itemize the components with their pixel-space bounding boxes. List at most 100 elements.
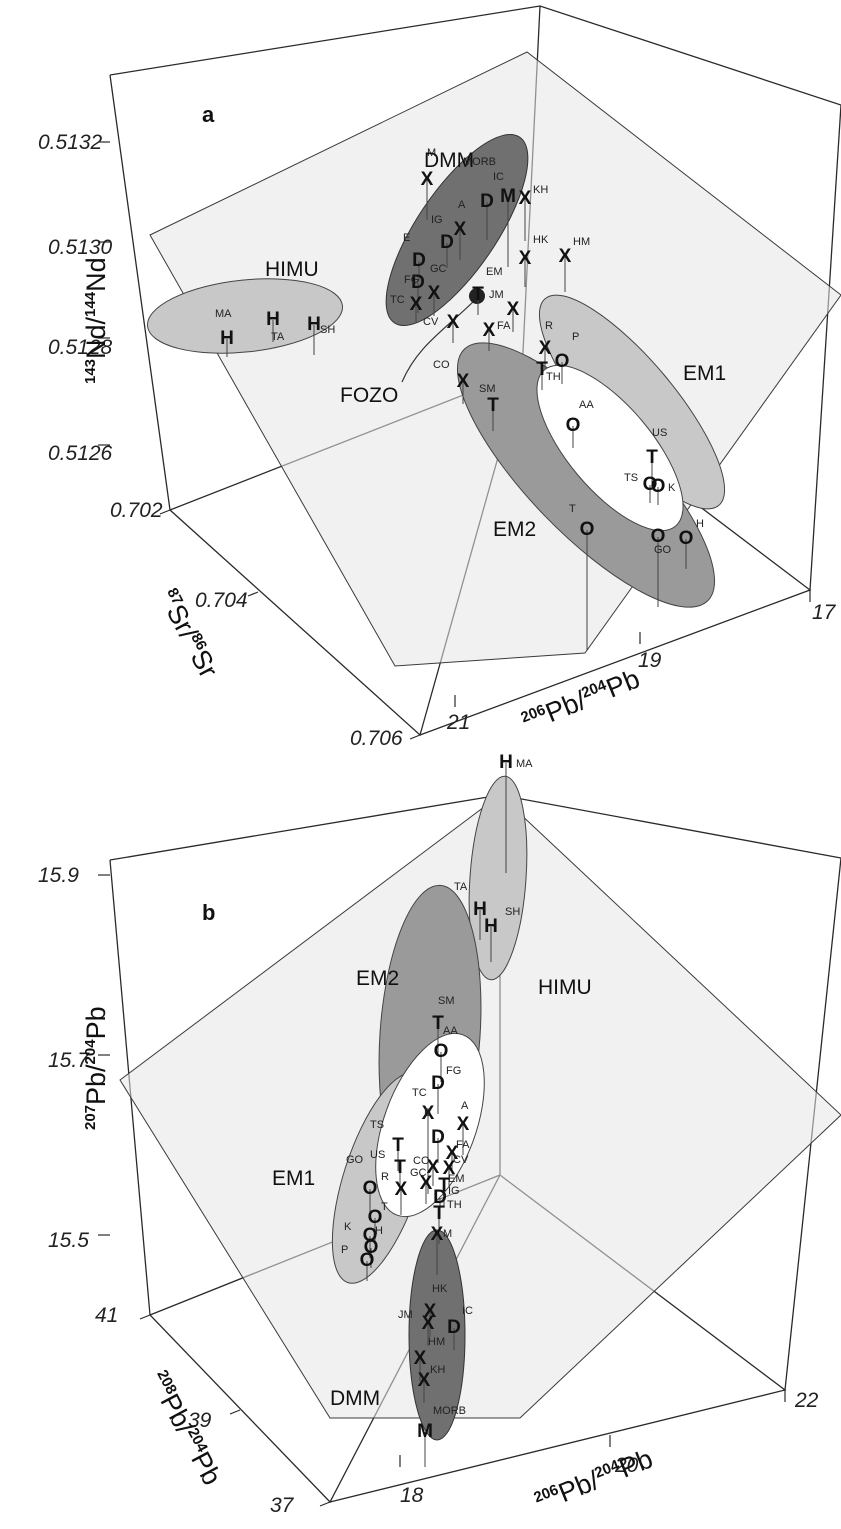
point-symbol: X [446,1143,459,1164]
data-point-b-us: T US [370,1149,406,1188]
point-label: IG [431,214,443,226]
data-point-b-cv: XCV [443,1154,469,1187]
point-symbol: O [580,519,595,540]
data-point-b-th: T TH [433,1199,462,1244]
point-symbol: O [360,1250,375,1271]
panel-b-ticks: 15.9 15.7 15.5 41 39 37 18 20 22 [38,864,819,1517]
point-symbol: X [422,1313,435,1334]
point-symbol: H [499,752,513,773]
point-symbol: T [433,1203,445,1224]
data-point-a-a: XA [454,199,467,260]
point-symbol: D [440,232,454,253]
data-point-a-ta: HTA [266,309,285,343]
point-symbol: O [651,476,666,497]
tick-mark-y-a [247,591,259,597]
point-label: FA [497,320,511,332]
data-point-b-p: OP [341,1244,374,1281]
point-label: IC [493,171,504,183]
tick-label-z-a: 0.5132 [38,131,103,154]
data-point-a-hk: XHK [519,234,549,287]
fozo-leader-a [401,297,478,383]
axis-label-x-b: 206Pb/204Pb [531,1443,657,1517]
data-point-a-r: XR [539,320,553,369]
tick-label-z-b: 15.7 [48,1049,90,1072]
data-point-a-sm: TSM [479,383,499,431]
data-point-a-tc: X TC [390,294,423,323]
point-symbol: O [643,474,658,495]
point-symbol: X [559,246,572,267]
data-point-b-r: XR [381,1171,408,1215]
point-label: IG [448,1185,460,1197]
point-label: KH [533,184,548,196]
tick-label-x-a: 21 [446,711,470,734]
data-point-a-hm: XHM [559,236,590,292]
point-symbol: D [412,250,426,271]
data-point-a-kh: X KH [519,184,548,241]
point-label: FA [456,1139,470,1151]
point-label: EM [486,266,503,278]
point-label: TA [454,881,468,893]
point-label: H [696,518,704,530]
data-point-a-fg: DFG [404,272,425,313]
point-symbol: H [307,314,321,335]
himu-field-b [468,775,528,981]
point-symbol: X [395,1179,408,1200]
point-label: AA [579,399,594,411]
point-symbol: O [651,526,666,547]
data-point-a-morb: M MORB [463,156,516,267]
data-point-a-gc: X GC [428,263,447,316]
point-symbol: T [394,1157,406,1178]
point-label: HM [428,1336,445,1348]
point-symbol: D [447,1317,461,1338]
point-symbol: X [414,1348,427,1369]
data-point-a-h: OH [679,518,704,569]
data-point-b-ic: DIC [447,1305,473,1350]
point-label: JM [398,1309,413,1321]
tick-label-x-b: 20 [614,1454,639,1477]
point-label: KH [430,1364,445,1376]
point-symbol: X [410,294,423,315]
point-label: E [424,1107,431,1119]
point-label: TS [624,472,638,484]
data-point-b-em: TEM [438,1173,465,1206]
data-point-a-aa: O AA [566,399,594,448]
data-point-a-m: XM [421,147,436,220]
point-label: EM [448,1173,465,1185]
point-symbol: D [411,272,425,293]
point-label: IC [462,1305,473,1317]
data-point-b-go: O GO [346,1154,377,1217]
point-label: T [381,1201,388,1213]
data-point-b-tc: X TC [412,1087,435,1194]
point-symbol: D [431,1073,445,1094]
data-point-b-co: XCO [413,1155,440,1186]
data-point-b-hm: XHM [414,1336,445,1381]
point-label: HK [432,1283,448,1295]
data-point-b-k: OK [344,1221,377,1258]
point-symbol: O [566,415,581,436]
point-symbol: D [480,191,494,212]
data-point-b-gc: XGC [410,1167,433,1204]
point-symbol: X [519,248,532,269]
axis-label-z-a: 143Nd/144Nd [81,257,111,384]
dmm-field-b [408,1229,466,1441]
data-point-b-aa: O AA [434,1025,458,1082]
tick-label-x-a: 19 [638,649,662,672]
point-label: GC [430,263,447,275]
data-point-b-fg: DFG [431,1065,461,1114]
point-symbol: T [392,1135,404,1156]
panel-b-letter: b [202,900,215,925]
point-symbol: X [431,1224,444,1245]
tick-mark-y-a [159,509,171,515]
data-point-a-cv: X CV [423,312,460,343]
point-label: R [545,320,553,332]
point-symbol: T [646,447,658,468]
point-label: A [461,1100,469,1112]
data-point-a-ig: D IG [431,214,454,268]
fozo-marker-a [469,288,485,304]
point-symbol: D [431,1127,445,1148]
point-label: CV [423,316,439,328]
point-symbol: X [427,1157,440,1178]
